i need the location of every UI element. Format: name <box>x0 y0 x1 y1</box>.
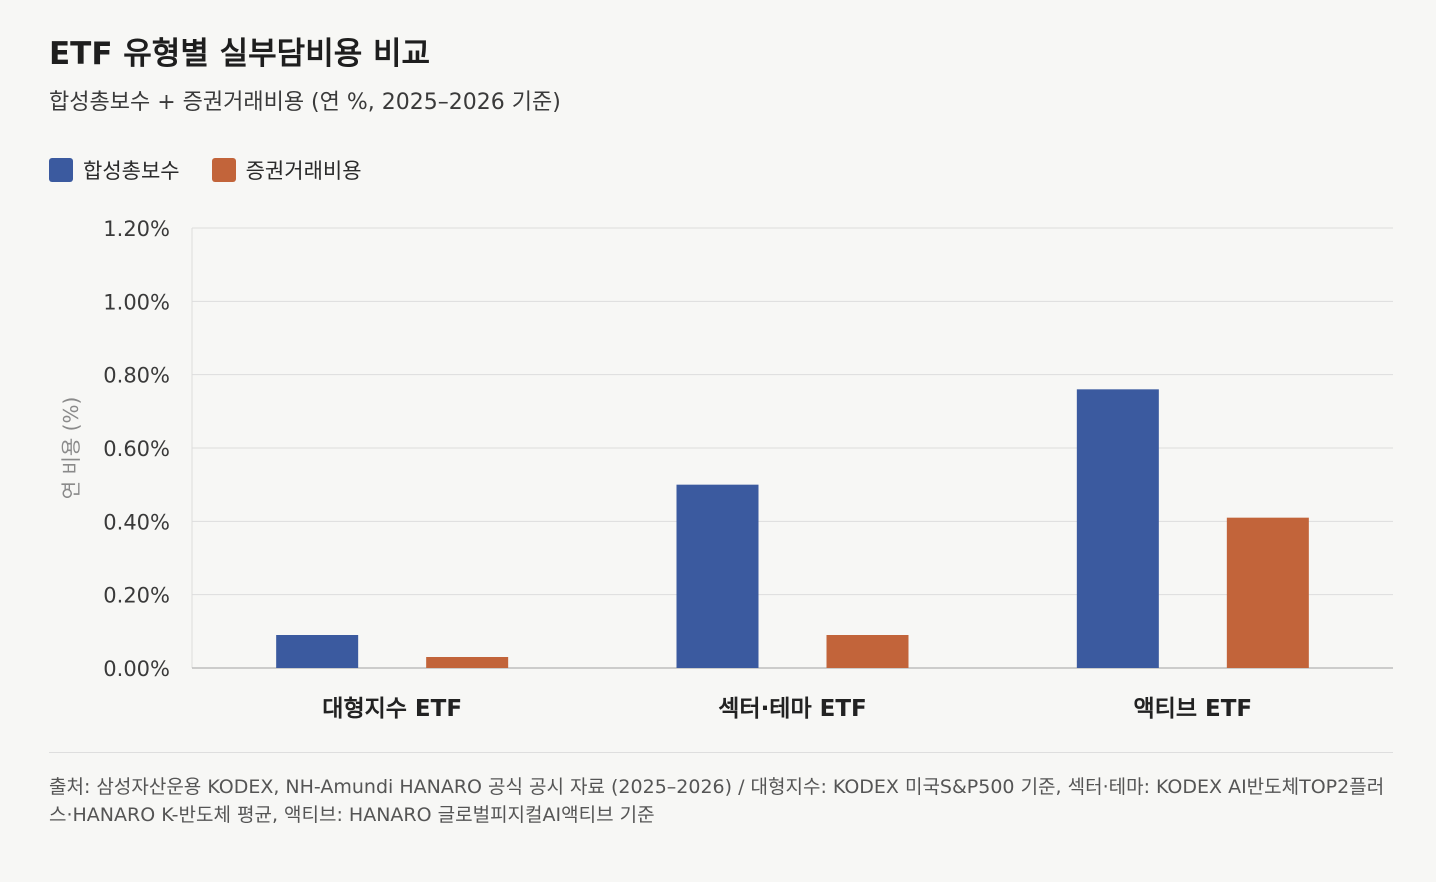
divider <box>49 752 1393 753</box>
y-tick-label: 0.80% <box>103 364 170 388</box>
y-tick-label: 0.00% <box>103 657 170 681</box>
x-tick-label: 액티브 ETF <box>1134 696 1253 722</box>
legend-label-series2: 증권거래비용 <box>245 159 362 183</box>
legend-item-series1: 합성총보수 <box>49 155 180 185</box>
y-tick-label: 1.20% <box>103 217 170 241</box>
x-tick-label: 섹터·테마 ETF <box>718 696 867 722</box>
y-tick-label: 0.20% <box>103 584 170 608</box>
x-tick-label: 대형지수 ETF <box>322 696 462 722</box>
y-axis-title: 연 비용 (%) <box>59 397 83 500</box>
bar-series2-2 <box>1226 517 1309 668</box>
bar-series2-0 <box>426 657 509 668</box>
legend-item-series2: 증권거래비용 <box>211 155 362 185</box>
bar-series1-2 <box>1076 389 1159 668</box>
source-note: 출처: 삼성자산운용 KODEX, NH-Amundi HANARO 공식 공시… <box>49 776 1385 826</box>
bar-series1-0 <box>276 635 359 668</box>
bar-series1-1 <box>676 484 759 668</box>
y-tick-label: 1.00% <box>103 290 170 314</box>
legend: 합성총보수 증권거래비용 <box>49 155 394 185</box>
legend-label-series1: 합성총보수 <box>83 159 180 183</box>
legend-swatch-series2 <box>211 158 236 182</box>
chart-subtitle: 합성총보수 + 증권거래비용 (연 %, 2025–2026 기준) <box>49 90 561 115</box>
legend-swatch-series1 <box>49 158 73 182</box>
y-tick-label: 0.60% <box>103 437 170 461</box>
bar-series2-1 <box>826 635 909 668</box>
y-tick-label: 0.40% <box>103 510 170 534</box>
bar-chart: 0.00% 0.20% 0.40% 0.60% 0.80% 1.00% 1.20% 연 비용 … <box>59 217 1393 722</box>
chart-title: ETF 유형별 실부담비용 비교 <box>49 36 431 72</box>
